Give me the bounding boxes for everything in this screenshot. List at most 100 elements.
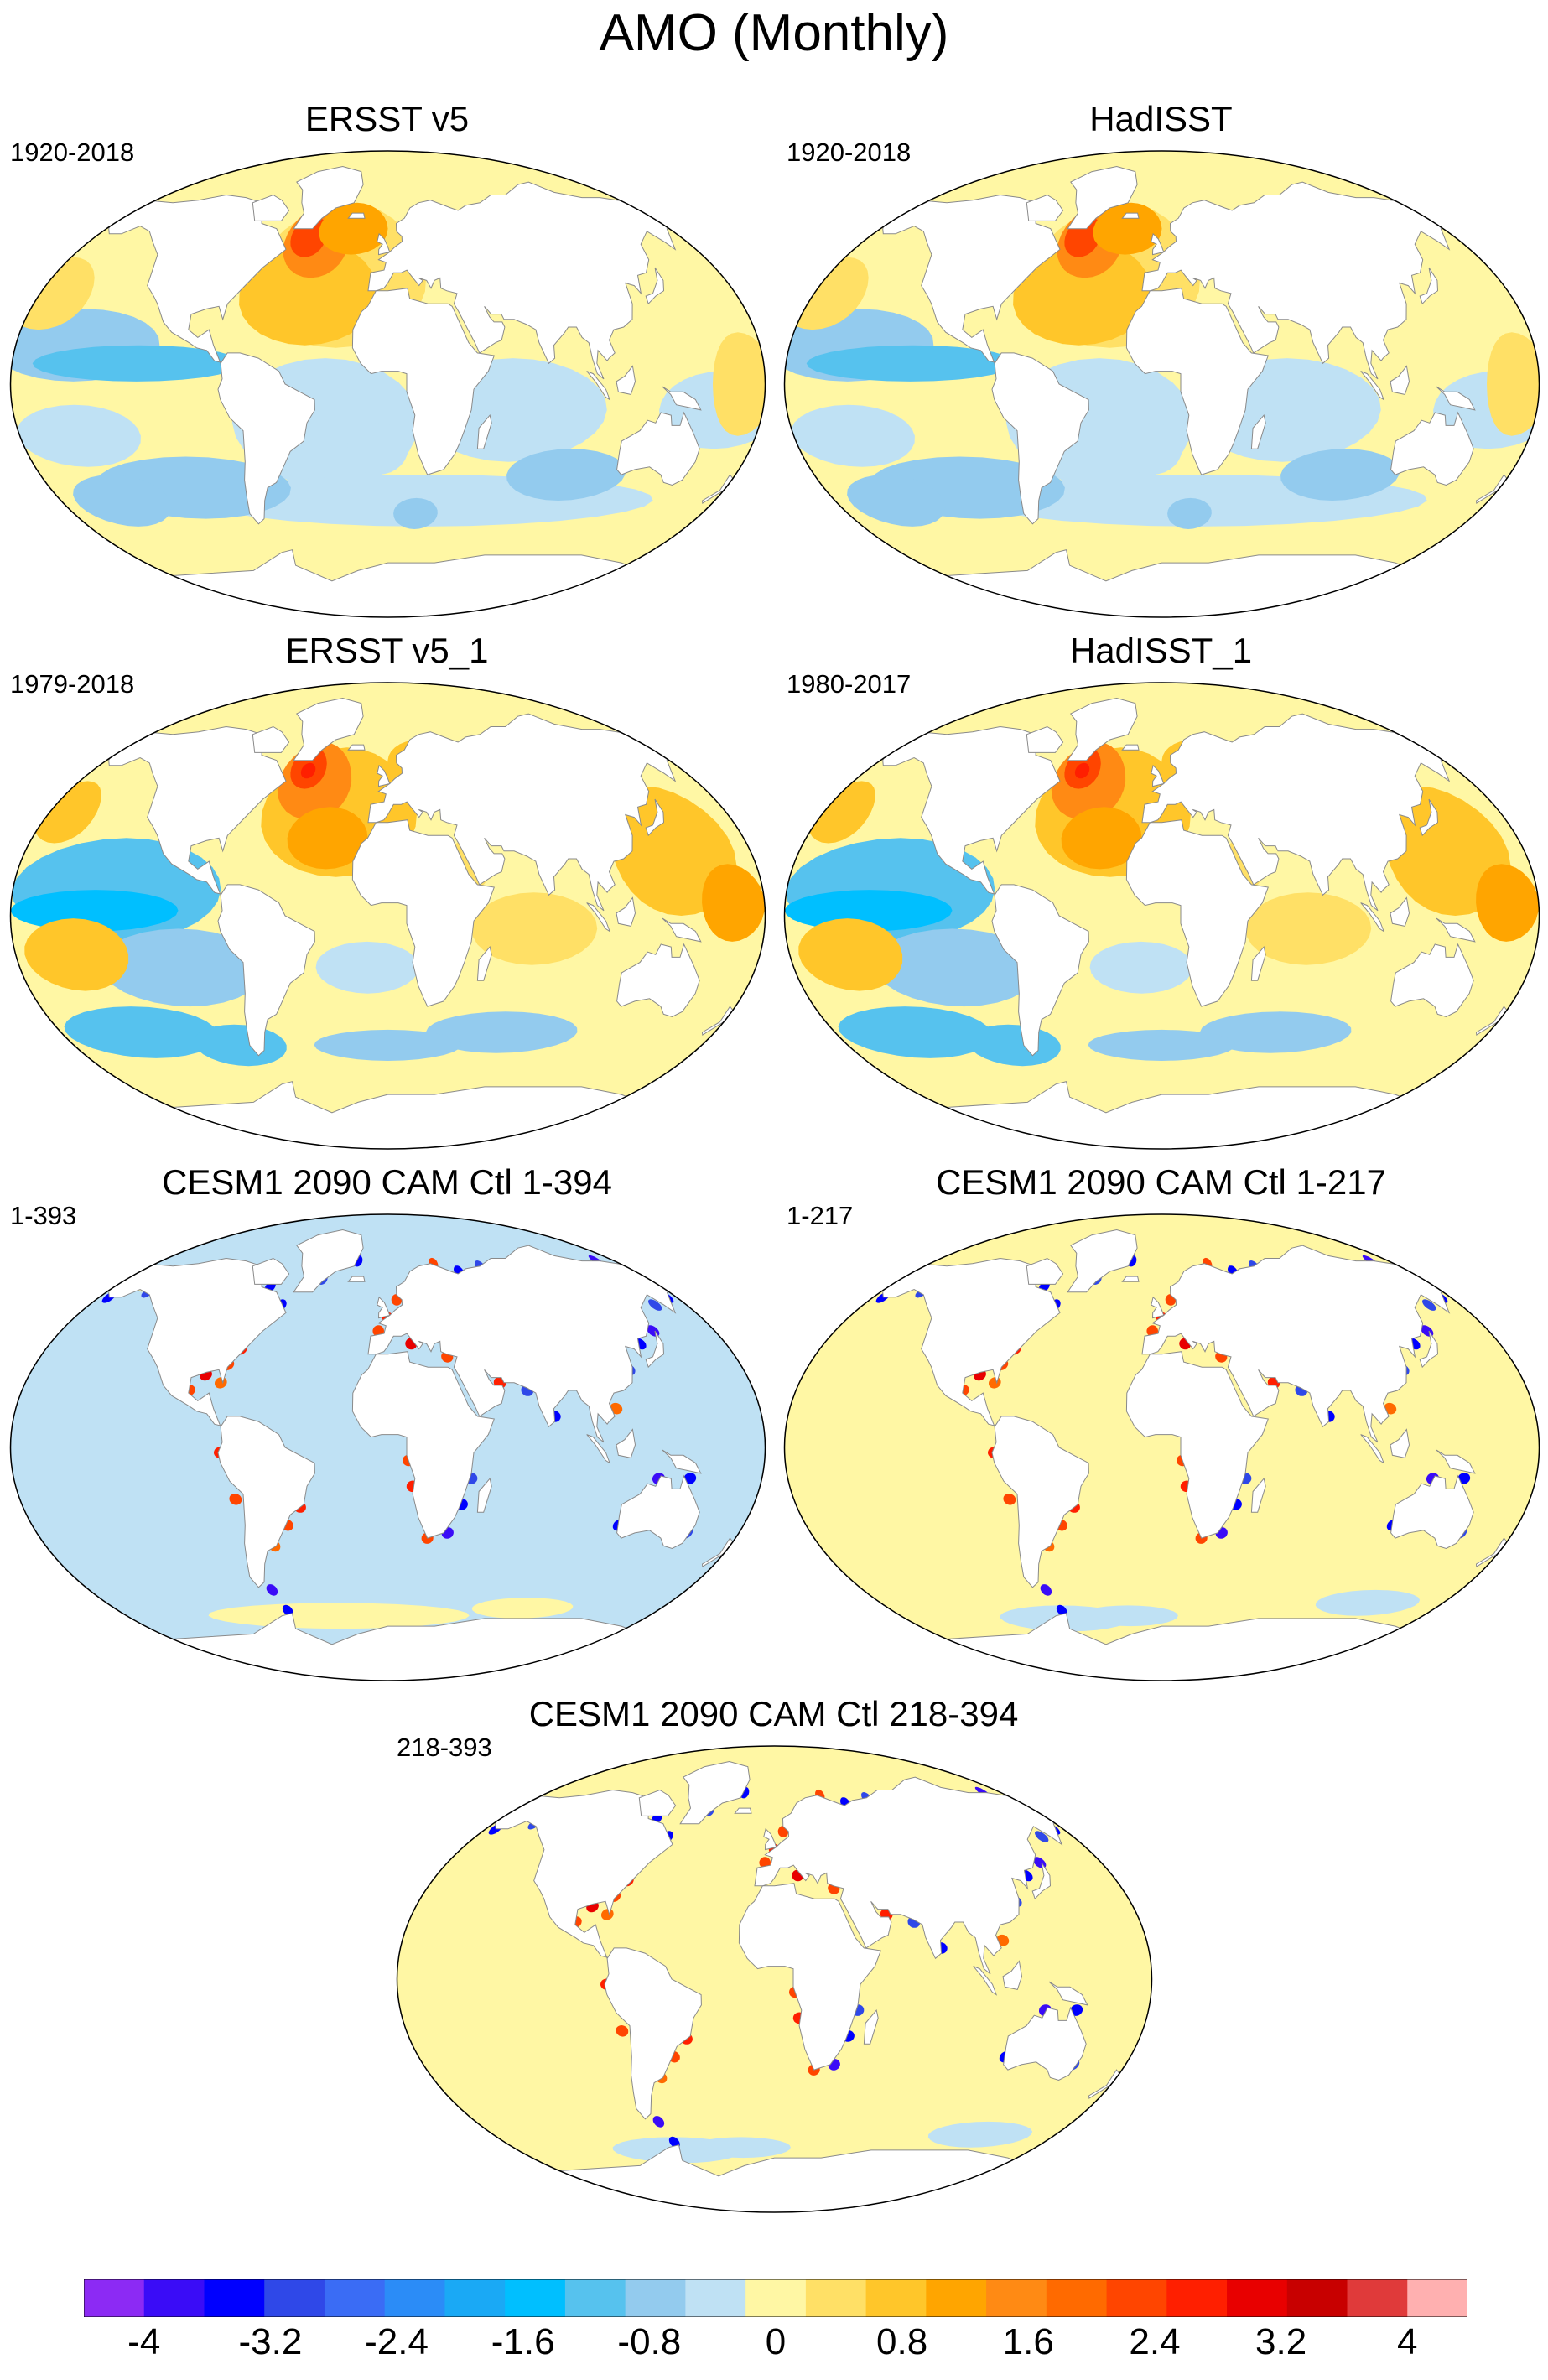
colorbar-swatch [745, 2279, 807, 2317]
colorbar-swatch [564, 2279, 626, 2317]
landmass-australia [616, 943, 700, 1018]
landmass-uk [377, 232, 391, 256]
landmass-sumatra [586, 902, 611, 933]
landmass-iceland [734, 1807, 752, 1814]
colorbar [84, 2279, 1467, 2317]
map-border [396, 1745, 1153, 2213]
landmass-australia [1003, 2006, 1087, 2081]
landmass-borneo [1390, 896, 1410, 927]
coastal-anomaly-spot [652, 2116, 665, 2128]
world-map [9, 682, 766, 1150]
landmass-borneo [616, 365, 636, 395]
landmass-sumatra [1360, 1434, 1385, 1464]
sst-anomaly-patch [1315, 1589, 1421, 1616]
landmass-greenland [1067, 697, 1138, 761]
landmass-japan [1419, 1330, 1439, 1369]
colorbar-swatch [324, 2279, 386, 2317]
landmass-japan [645, 798, 665, 837]
map-panel-cesm-1-217: CESM1 2090 CAM Ctl 1-217 1-217 [774, 1162, 1548, 1682]
sst-anomaly-patch [784, 890, 953, 932]
panel-title: HadISST_1 [1069, 631, 1253, 670]
sst-anomaly-patch [10, 890, 179, 932]
sst-anomaly-patch [506, 449, 626, 501]
landmass-new-guinea [1436, 1449, 1476, 1474]
colorbar-swatch [926, 2279, 987, 2317]
sst-anomaly-patch [927, 2121, 1033, 2148]
landmass-borneo [616, 896, 636, 927]
landmass-africa [738, 1883, 881, 2071]
landmass-eurasia [367, 181, 683, 380]
landmass-uk [763, 1827, 777, 1851]
world-map [9, 150, 766, 618]
landmass-africa [351, 819, 495, 1007]
coastal-anomaly-spot [648, 1299, 662, 1311]
colorbar-swatch [505, 2279, 566, 2317]
landmass-madagascar [476, 1478, 492, 1513]
landmass-borneo [616, 1428, 636, 1458]
sst-anomaly-patch [1013, 242, 1152, 346]
landmass-australia [1390, 1474, 1474, 1550]
landmass-greenland [1067, 1229, 1138, 1293]
landmass-africa [351, 1351, 495, 1539]
sst-anomaly-patch [791, 404, 915, 467]
sst-anomaly-patch [64, 1006, 218, 1058]
landmass-africa [1125, 288, 1269, 475]
landmass-baffin-island [1026, 1257, 1064, 1285]
map-border [9, 150, 766, 618]
sst-anomaly-patch [1487, 332, 1540, 436]
landmass-japan [1419, 267, 1439, 305]
panel-title: CESM1 2090 CAM Ctl 1-217 [936, 1162, 1386, 1202]
landmass-sumatra [1360, 902, 1385, 933]
colorbar-tick-label: -1.6 [491, 2321, 555, 2362]
sst-anomaly-patch [1080, 1605, 1178, 1627]
landmass-africa [1125, 1351, 1269, 1539]
landmass-baffin-island [252, 194, 290, 221]
landmass-south-america [991, 1416, 1089, 1588]
colorbar-swatch [625, 2279, 686, 2317]
landmass-iceland [1121, 212, 1140, 219]
world-map [9, 1213, 766, 1681]
landmass-iceland [1121, 744, 1140, 751]
coastal-anomaly-spot [229, 1494, 242, 1505]
panel-title: CESM1 2090 CAM Ctl 1-394 [162, 1162, 612, 1202]
sst-anomaly-patch [319, 202, 388, 255]
landmass-baffin-island [638, 1789, 677, 1816]
landmass-australia [616, 411, 700, 486]
landmass-greenland [293, 165, 364, 230]
sst-anomaly-patch [24, 918, 129, 991]
landmass-africa [351, 288, 495, 475]
map-border [783, 150, 1540, 618]
landmass-uk [1151, 232, 1165, 256]
period-label: 1920-2018 [10, 138, 135, 167]
sst-anomaly-patch [315, 941, 419, 994]
sst-anomaly-patch [287, 807, 368, 870]
landmass-greenland [679, 1760, 751, 1825]
landmass-madagascar [1250, 414, 1266, 449]
sst-anomaly-patch [239, 242, 378, 346]
sst-anomaly-patch [1476, 864, 1539, 942]
landmass-south-america [604, 1947, 702, 2120]
map-border [9, 682, 766, 1150]
landmass-new-guinea [1436, 917, 1476, 943]
coastal-anomaly-spot [1003, 1494, 1016, 1505]
panel-title: CESM1 2090 CAM Ctl 218-394 [528, 1694, 1019, 1733]
sst-anomaly-patch [873, 928, 1039, 1007]
sst-anomaly-patch [34, 781, 101, 844]
colorbar-swatch [84, 2279, 145, 2317]
sst-anomaly-patch [847, 475, 946, 527]
landmass-new-guinea [1048, 1981, 1088, 2006]
sst-anomaly-patch [1061, 807, 1142, 870]
colorbar-tick-label: 3.2 [1255, 2321, 1307, 2362]
landmass-australia [1390, 943, 1474, 1018]
landmass-baffin-island [252, 725, 290, 753]
landmass-south-america [991, 884, 1089, 1057]
sst-anomaly-patch [693, 2137, 791, 2159]
landmass-borneo [1390, 365, 1410, 395]
sst-anomaly-patch [798, 918, 903, 991]
colorbar-labels: -4 -3.2 -2.4 -1.6 -0.8 0 0.8 1.6 2.4 3.2 4 [0, 2321, 1548, 2380]
map-border [9, 1213, 766, 1681]
landmass-greenland [293, 1229, 364, 1293]
coastal-anomaly-spot [1040, 1802, 1057, 1814]
sst-anomaly-patch [32, 345, 242, 382]
coastal-anomaly-spot [653, 1271, 671, 1282]
